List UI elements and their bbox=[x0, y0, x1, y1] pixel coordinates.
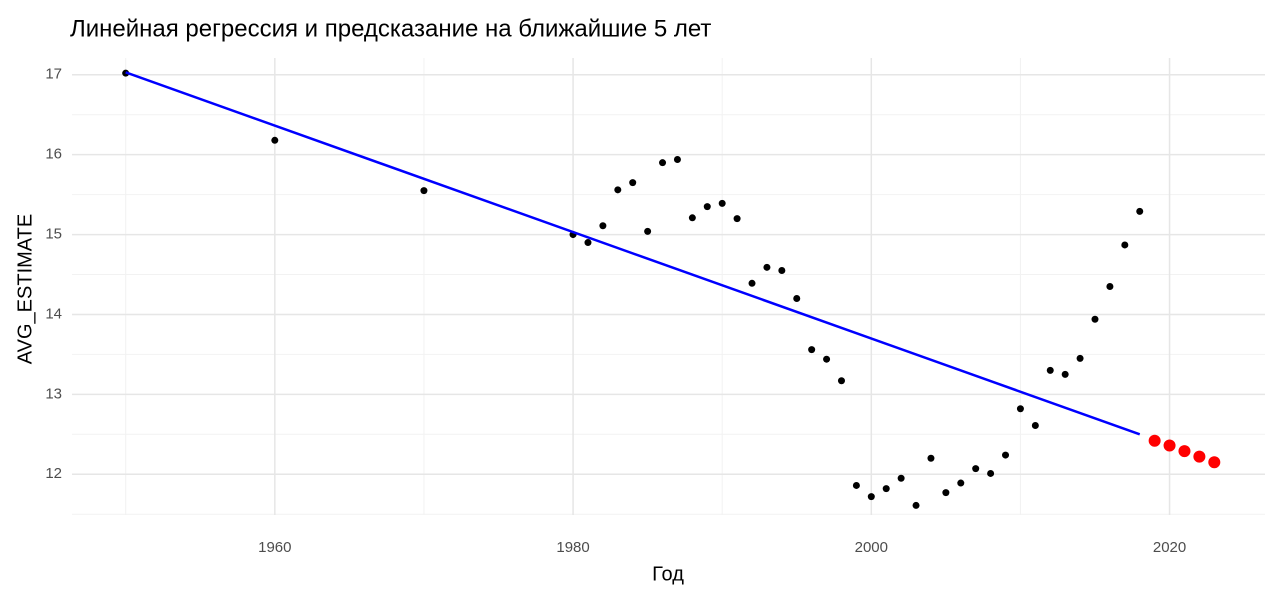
point bbox=[1121, 241, 1129, 249]
point bbox=[1091, 315, 1099, 323]
point bbox=[808, 346, 816, 354]
y-tick-label: 14 bbox=[45, 305, 62, 322]
point bbox=[852, 481, 860, 489]
point bbox=[867, 493, 875, 501]
point bbox=[748, 279, 756, 287]
y-tick-label: 12 bbox=[45, 465, 62, 482]
point bbox=[659, 159, 667, 167]
y-axis-label: AVG_ESTIMATE bbox=[14, 214, 36, 364]
point bbox=[1002, 451, 1010, 459]
point bbox=[1061, 370, 1069, 378]
point bbox=[1046, 366, 1054, 374]
point bbox=[644, 227, 652, 235]
point bbox=[688, 214, 696, 222]
point bbox=[629, 179, 637, 187]
point bbox=[614, 186, 622, 194]
point bbox=[1208, 456, 1221, 469]
point bbox=[584, 239, 592, 247]
x-tick-label: 1960 bbox=[258, 539, 291, 556]
point bbox=[778, 267, 786, 275]
point bbox=[271, 136, 279, 144]
point bbox=[1136, 207, 1144, 215]
point bbox=[927, 454, 935, 462]
x-tick-label: 1980 bbox=[556, 539, 589, 556]
point bbox=[763, 263, 771, 271]
y-tick-label: 15 bbox=[45, 226, 62, 243]
point bbox=[1148, 434, 1161, 447]
point bbox=[912, 501, 920, 509]
point bbox=[733, 215, 741, 223]
point bbox=[957, 479, 965, 487]
point bbox=[1031, 422, 1039, 430]
point bbox=[897, 474, 905, 482]
point bbox=[420, 187, 428, 195]
point bbox=[1016, 405, 1024, 413]
y-tick-label: 16 bbox=[45, 146, 62, 163]
point bbox=[987, 469, 995, 477]
y-tick-label: 17 bbox=[45, 66, 62, 83]
x-tick-label: 2020 bbox=[1153, 539, 1186, 556]
y-tick-label: 13 bbox=[45, 385, 62, 402]
point bbox=[718, 199, 726, 207]
point bbox=[882, 485, 890, 493]
point bbox=[972, 465, 980, 473]
point bbox=[1178, 445, 1191, 458]
x-tick-label: 2000 bbox=[855, 539, 888, 556]
chart-title: Линейная регрессия и предсказание на бли… bbox=[70, 15, 711, 42]
point bbox=[793, 294, 801, 302]
point bbox=[703, 203, 711, 211]
grid: 1960 1980 2000 2020 12 13 14 15 16 17 bbox=[45, 58, 1265, 556]
point bbox=[599, 222, 607, 230]
marks bbox=[122, 69, 1221, 509]
point bbox=[837, 377, 845, 385]
point bbox=[942, 489, 950, 497]
point bbox=[673, 155, 681, 163]
point bbox=[1193, 450, 1206, 463]
point bbox=[823, 355, 831, 363]
regression-line bbox=[125, 71, 1141, 436]
x-axis-label: Год bbox=[652, 563, 684, 585]
point bbox=[1106, 283, 1114, 290]
point bbox=[1163, 439, 1176, 452]
point bbox=[1076, 354, 1084, 362]
